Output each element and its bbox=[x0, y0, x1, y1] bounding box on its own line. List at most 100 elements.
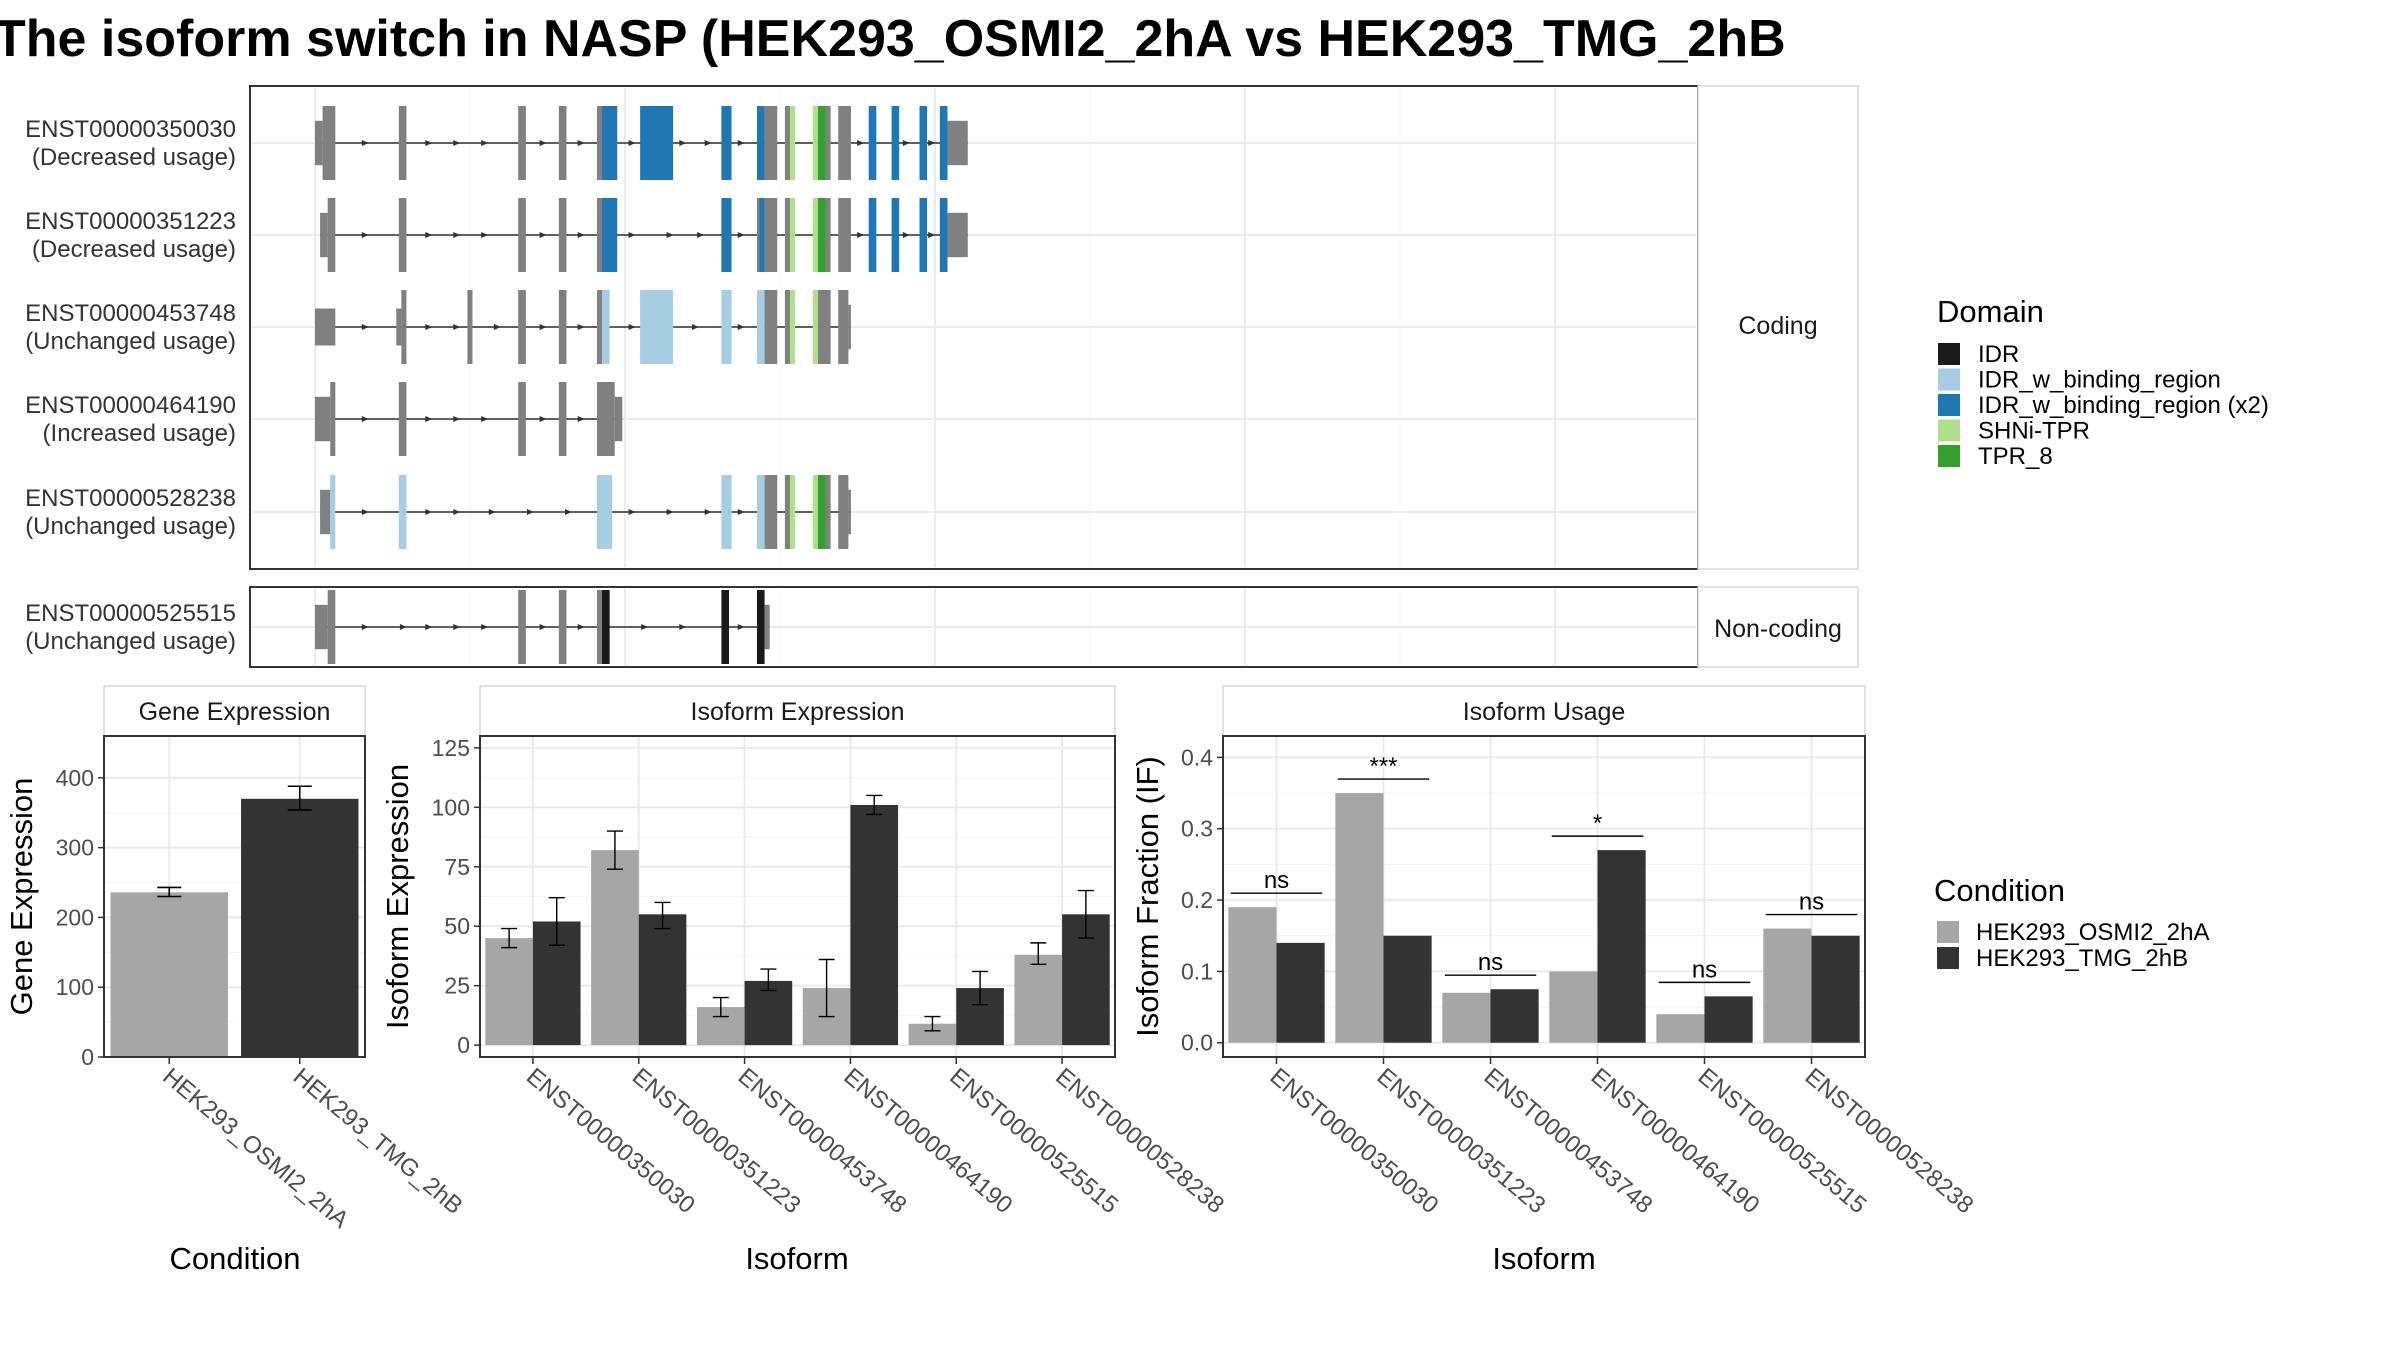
strand-arrow bbox=[628, 232, 636, 238]
exon-block bbox=[817, 475, 826, 549]
exon-block bbox=[825, 198, 831, 272]
y-tick-label: 0.4 bbox=[1181, 744, 1213, 770]
bar bbox=[1763, 928, 1812, 1043]
strand-arrow bbox=[539, 624, 547, 630]
strand-arrow bbox=[425, 509, 433, 515]
strand-arrow bbox=[679, 624, 687, 630]
bar bbox=[1811, 935, 1860, 1043]
transcript-id-label: ENST00000350030 bbox=[25, 116, 236, 143]
strand-arrow bbox=[704, 140, 712, 146]
error-bar bbox=[548, 896, 565, 946]
transcript-id-label: ENST00000453748 bbox=[25, 300, 236, 327]
strand-arrow bbox=[577, 416, 585, 422]
exon-block bbox=[838, 475, 849, 549]
strand-arrow bbox=[902, 140, 910, 146]
exon-block bbox=[817, 198, 826, 272]
exon-block bbox=[947, 212, 968, 258]
exon-block bbox=[614, 396, 623, 442]
exon-block bbox=[396, 308, 402, 346]
exon-block bbox=[596, 382, 615, 456]
domain-legend: Domain IDRIDR_w_binding_regionIDR_w_bind… bbox=[1937, 294, 2269, 470]
error-bar bbox=[972, 970, 989, 1006]
strand-arrow bbox=[628, 140, 636, 146]
exon-block bbox=[784, 475, 790, 549]
transcript-ENST00000351223: ENST00000351223(Decreased usage) bbox=[25, 198, 968, 272]
exon-block bbox=[558, 382, 567, 456]
exon-block bbox=[721, 590, 730, 664]
transcript-ENST00000464190: ENST00000464190(Increased usage) bbox=[25, 382, 623, 456]
exon-block bbox=[330, 382, 336, 456]
exon-block bbox=[756, 106, 765, 180]
strand-arrow bbox=[361, 324, 369, 330]
exon-block bbox=[838, 290, 849, 364]
transcript-id-label: ENST00000525515 bbox=[25, 600, 236, 627]
exon-block bbox=[764, 106, 778, 180]
exon-block bbox=[756, 290, 765, 364]
exon-block bbox=[812, 290, 818, 364]
y-tick-label: 100 bbox=[56, 974, 94, 1000]
strand-arrow bbox=[425, 416, 433, 422]
error-bar bbox=[1077, 889, 1094, 939]
strand-arrow bbox=[361, 509, 369, 515]
bar bbox=[591, 850, 639, 1046]
chart-strip bbox=[1222, 685, 1866, 737]
chart-strip-label: Isoform Expression bbox=[691, 698, 905, 726]
transcript-id-label: ENST00000528238 bbox=[25, 485, 236, 512]
error-bar bbox=[606, 830, 623, 870]
exon-block bbox=[602, 106, 618, 180]
significance-label: ns bbox=[1799, 889, 1824, 916]
y-tick-label: 0.3 bbox=[1181, 816, 1213, 842]
exon-block bbox=[764, 198, 778, 272]
chart-panel-2: Isoform Expression 0 25 50 75 100 125 ENST00000… bbox=[380, 685, 1229, 1276]
domain-legend-swatch bbox=[1938, 419, 1960, 442]
strand-arrow bbox=[737, 232, 745, 238]
exon-block bbox=[398, 106, 407, 180]
y-tick-label: 50 bbox=[444, 913, 470, 939]
error-bar bbox=[287, 785, 312, 811]
strand-arrow bbox=[628, 509, 636, 515]
error-bar bbox=[712, 996, 729, 1018]
bar bbox=[908, 1023, 957, 1046]
y-tick-label: 0 bbox=[457, 1032, 470, 1058]
exon-block bbox=[322, 106, 336, 180]
exon-block bbox=[812, 198, 818, 272]
x-axis-title: Condition bbox=[170, 1241, 301, 1276]
exon-block bbox=[596, 290, 603, 364]
y-tick-label: 0.1 bbox=[1181, 958, 1213, 984]
exon-block bbox=[939, 198, 948, 272]
exon-block bbox=[518, 590, 526, 664]
strand-arrow bbox=[539, 232, 547, 238]
exon-block bbox=[640, 290, 674, 364]
condition-legend-label: HEK293_OSMI2_2hA bbox=[1976, 919, 2209, 946]
exon-block bbox=[947, 120, 968, 166]
exon-block bbox=[640, 106, 674, 180]
strand-arrow bbox=[539, 324, 547, 330]
plot-frame bbox=[103, 735, 366, 1058]
strand-arrow bbox=[666, 509, 674, 515]
bar bbox=[1228, 907, 1277, 1043]
condition-legend-swatch bbox=[1937, 947, 1959, 969]
exon-block bbox=[518, 198, 526, 272]
strand-arrow bbox=[488, 509, 496, 515]
strand-arrow bbox=[453, 140, 461, 146]
strand-arrow bbox=[666, 232, 674, 238]
chart-strip bbox=[479, 685, 1116, 737]
transcript-usage-label: (Decreased usage) bbox=[32, 144, 236, 171]
strand-arrow bbox=[737, 509, 745, 515]
exon-block bbox=[721, 475, 732, 549]
exon-block bbox=[596, 475, 613, 549]
strand-arrow bbox=[902, 232, 910, 238]
transcript-ENST00000525515: ENST00000525515(Unchanged usage) bbox=[25, 590, 770, 664]
exon-block bbox=[327, 198, 336, 272]
strand-arrow bbox=[692, 324, 699, 330]
exon-block bbox=[784, 106, 790, 180]
exon-block bbox=[789, 106, 796, 180]
exon-block bbox=[558, 290, 567, 364]
error-bar bbox=[157, 886, 182, 898]
strand-arrow bbox=[361, 624, 369, 630]
strand-arrow bbox=[453, 232, 461, 238]
strand-arrow bbox=[628, 324, 636, 330]
domain-legend-label: IDR_w_binding_region bbox=[1978, 367, 2221, 394]
strand-arrow bbox=[361, 416, 369, 422]
strand-arrow bbox=[425, 140, 433, 146]
